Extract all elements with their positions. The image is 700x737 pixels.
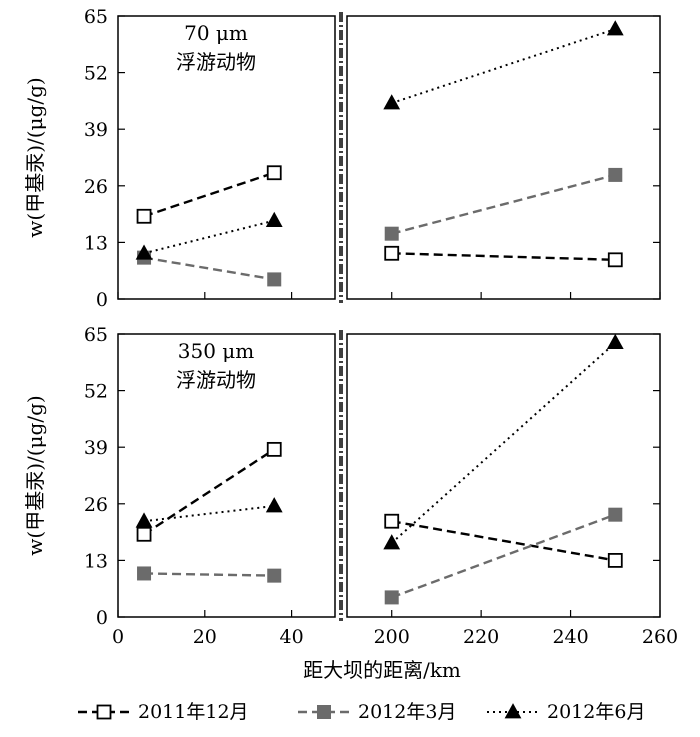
- y-axis-title: w(甲基汞)/(μg/g): [23, 77, 47, 237]
- data-point: [384, 513, 400, 529]
- series-1: [136, 165, 623, 268]
- panel-annotation: 浮游动物: [176, 368, 256, 392]
- data-point: [265, 211, 283, 227]
- legend-marker: [504, 703, 522, 719]
- series-line: [391, 341, 616, 544]
- plot-frame-right: [346, 15, 661, 300]
- panel-annotation: 70 μm: [184, 21, 248, 45]
- y-tick-label: 13: [84, 232, 108, 254]
- legend-marker: [96, 704, 112, 720]
- y-tick-label: 0: [96, 607, 108, 629]
- axes-text: 0 20 40 200 220 240 260 距大坝的距离/km: [112, 626, 678, 682]
- panel-2: 0 13 26 39 52 65 w(甲基汞)/(μg/g) 350 μm 浮游动物: [23, 324, 661, 629]
- series-line: [143, 171, 275, 218]
- y-tick-label: 39: [84, 437, 108, 459]
- legend-label: 2012年6月: [547, 701, 645, 723]
- series-2: [137, 507, 623, 605]
- series-line: [143, 219, 275, 255]
- data-point: [384, 590, 399, 605]
- y-tick-label: 39: [84, 119, 108, 141]
- data-point: [135, 512, 153, 528]
- y-axis-title: w(甲基汞)/(μg/g): [23, 395, 47, 555]
- data-point: [606, 333, 624, 350]
- y-tick-label: 26: [84, 176, 108, 198]
- x-tick-label: 220: [463, 626, 499, 648]
- data-point: [384, 226, 399, 241]
- data-point: [265, 497, 283, 513]
- series-1: [136, 441, 623, 568]
- data-point: [136, 526, 152, 542]
- y-tick-label: 26: [84, 494, 108, 516]
- data-point: [384, 245, 400, 261]
- data-point: [606, 20, 624, 36]
- data-point: [383, 534, 401, 550]
- legend-item: 2012年6月: [487, 701, 645, 723]
- x-tick-label: 260: [642, 626, 678, 648]
- legend-label: 2011年12月: [138, 701, 249, 723]
- data-point: [266, 165, 282, 181]
- y-tick-label: 0: [96, 289, 108, 311]
- series-line: [391, 28, 616, 105]
- legend: 2011年12月 2012年3月 2012年6月: [78, 701, 645, 723]
- data-point: [267, 272, 282, 287]
- plot-frame-right: [346, 333, 661, 618]
- series-line: [391, 173, 616, 235]
- data-point: [607, 553, 623, 568]
- series-line: [391, 513, 616, 599]
- series-line: [144, 572, 275, 577]
- data-point: [266, 441, 282, 457]
- x-axis-title: 距大坝的距离/km: [303, 658, 461, 682]
- panel-annotation: 350 μm: [178, 339, 255, 363]
- data-point: [137, 566, 152, 581]
- y-tick-label: 52: [84, 63, 108, 85]
- panels: 0 13 26 39 52 65 w(甲基汞)/(μg/g) 70 μm 浮游动物 0 13 26 39…: [23, 6, 661, 629]
- legend-item: 2012年3月: [298, 701, 456, 723]
- data-point: [383, 94, 401, 110]
- series-line: [391, 520, 616, 562]
- data-point: [607, 252, 623, 268]
- legend-label: 2012年3月: [358, 701, 456, 723]
- series-line: [143, 448, 275, 536]
- data-point: [267, 568, 282, 583]
- series-3: [135, 20, 624, 260]
- legend-marker: [317, 705, 331, 719]
- series-line: [143, 504, 275, 523]
- y-tick-label: 65: [84, 6, 108, 28]
- data-point: [608, 167, 623, 182]
- x-tick-label: 40: [280, 626, 304, 648]
- y-tick-label: 52: [84, 381, 108, 403]
- plot-frame-left: [117, 333, 336, 618]
- panel-1: 0 13 26 39 52 65 w(甲基汞)/(μg/g) 70 μm 浮游动物: [23, 6, 661, 311]
- series-2: [137, 167, 623, 287]
- plot-frame-left: [117, 15, 336, 300]
- data-point: [608, 507, 623, 522]
- legend-item: 2011年12月: [78, 701, 249, 723]
- x-tick-label: 200: [374, 626, 410, 648]
- series-line: [143, 256, 275, 281]
- series-3: [135, 333, 624, 550]
- x-tick-label: 20: [193, 626, 217, 648]
- x-tick-label: 240: [552, 626, 588, 648]
- data-point: [136, 208, 152, 224]
- series-line: [391, 252, 616, 262]
- y-tick-label: 13: [84, 550, 108, 572]
- panel-annotation: 浮游动物: [176, 50, 256, 74]
- x-tick-label: 0: [112, 626, 124, 648]
- y-tick-label: 65: [84, 324, 108, 346]
- data-point: [135, 244, 153, 260]
